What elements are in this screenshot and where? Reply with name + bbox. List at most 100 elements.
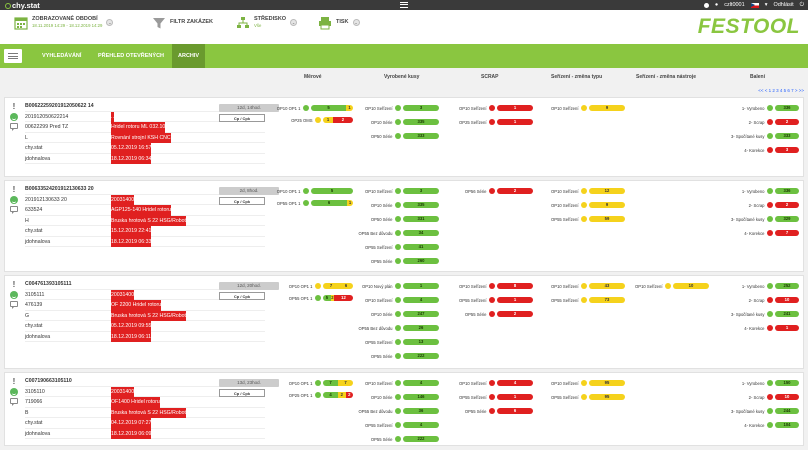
- comment-icon[interactable]: [10, 301, 18, 309]
- made-item[interactable]: OP10 Seřízení 3: [365, 103, 439, 113]
- period-selector[interactable]: ZOBRAZOVANÉ OBDOBÍ 18.11.2019 14:29 - 18.…: [14, 16, 114, 30]
- packing-item[interactable]: 3- Spočítané kusy 244: [731, 406, 799, 416]
- made-item[interactable]: OP10 Série 335: [371, 200, 439, 210]
- comment-icon[interactable]: [10, 123, 18, 131]
- cp-cpk-button[interactable]: Cp / Cpk: [219, 389, 265, 397]
- comment-icon[interactable]: [10, 398, 18, 406]
- order-code[interactable]: C007190663105110: [25, 378, 72, 384]
- type-change-item[interactable]: OP10 Seřízení 95: [551, 378, 625, 388]
- tab-search[interactable]: VYHLEDÁVÁNÍ: [42, 53, 82, 59]
- print-menu[interactable]: TISK ⌄: [318, 16, 360, 30]
- type-change-item[interactable]: OP10 Seřízení 43: [551, 281, 625, 291]
- value-segment: 34: [403, 229, 439, 237]
- packing-item[interactable]: 1- Vyrobeno 336: [742, 103, 799, 113]
- czech-flag-icon[interactable]: [750, 2, 759, 8]
- order-code[interactable]: C004761393105111: [25, 281, 72, 287]
- tool-change-item[interactable]: OP10 Seřízení 10: [635, 281, 709, 291]
- packing-item[interactable]: 2- Scrap 10: [749, 295, 799, 305]
- tab-open-overview[interactable]: PŘEHLED OTEVŘENÝCH: [98, 53, 165, 59]
- center-dropdown-icon[interactable]: ⌄: [290, 19, 298, 26]
- made-item[interactable]: OP55 Bez důvodu 26: [359, 323, 439, 333]
- packing-item[interactable]: 1- Vyrobeno 336: [742, 186, 799, 196]
- scrap-item[interactable]: OP55 Seřízení 1: [459, 295, 533, 305]
- packing-item[interactable]: 4- Korekce 104: [744, 420, 799, 430]
- hamburger-icon[interactable]: [4, 49, 22, 63]
- packing-item[interactable]: 4- Korekce 7: [744, 228, 799, 238]
- tab-archive[interactable]: ARCHIV: [172, 44, 206, 68]
- period-dropdown-icon[interactable]: ⌄: [106, 19, 114, 26]
- packing-item[interactable]: 3- Spočítané kusy 241: [731, 309, 799, 319]
- app-logo[interactable]: chy.stat: [5, 1, 40, 10]
- chevron-down-icon[interactable]: ▾: [764, 2, 768, 8]
- power-icon[interactable]: ⏻: [799, 1, 804, 8]
- made-item[interactable]: OP10 Seřízení 3: [365, 186, 439, 196]
- info-left: jdohnalova: [25, 155, 51, 162]
- pagination[interactable]: << < 1 2 3 4 5 6 7 > >>: [758, 88, 804, 93]
- measure-item[interactable]: OP25 OMS 1 2: [291, 115, 353, 125]
- type-change-item[interactable]: OP10 Seřízení 12: [551, 186, 625, 196]
- center-selector[interactable]: STŘEDISKO Vše ⌄: [236, 16, 298, 30]
- type-change-item[interactable]: OP55 Seřízení 73: [551, 295, 625, 305]
- scrap-item[interactable]: OP55 Série 2: [465, 309, 533, 319]
- scrap-item[interactable]: OP55 Série 6: [465, 406, 533, 416]
- made-item[interactable]: OP55 Série 260: [371, 256, 439, 266]
- type-change-item[interactable]: OP55 Seřízení 59: [551, 214, 625, 224]
- status-dot: [394, 421, 401, 429]
- main-menu-icon[interactable]: [400, 1, 408, 8]
- print-dropdown-icon[interactable]: ⌄: [352, 19, 360, 26]
- measure-item[interactable]: OP55 OP1 1 5 2 12: [289, 293, 353, 303]
- scrap-item[interactable]: OP55 Seřízení 1: [459, 392, 533, 402]
- packing-item[interactable]: 2- Scrap 2: [749, 200, 799, 210]
- made-item[interactable]: OP50 Série 333: [371, 131, 439, 141]
- made-item[interactable]: OP10 Nový plán 1: [362, 281, 439, 291]
- made-item[interactable]: OP10 Série 146: [371, 392, 439, 402]
- packing-item[interactable]: 2- Scrap 10: [749, 392, 799, 402]
- packing-item[interactable]: 4- Korekce 1: [744, 323, 799, 333]
- made-item[interactable]: OP10 Série 247: [371, 309, 439, 319]
- order-code[interactable]: B00633524201912130633 20: [25, 186, 94, 192]
- made-item[interactable]: OP10 Seřízení 4: [365, 295, 439, 305]
- packing-item[interactable]: 2- Scrap 2: [749, 117, 799, 127]
- made-item[interactable]: OP10 Série 335: [371, 117, 439, 127]
- order-filter[interactable]: FILTR ZAKÁZEK: [152, 16, 213, 30]
- status-dot: [314, 379, 321, 387]
- order-code[interactable]: B00622259201912050622 14: [25, 103, 94, 109]
- packing-item[interactable]: 3- Spočítané kusy 329: [731, 214, 799, 224]
- user-icon[interactable]: ●: [714, 2, 719, 8]
- made-item[interactable]: OP55 Bez důvodu 36: [359, 406, 439, 416]
- made-item[interactable]: OP55 Série 222: [371, 434, 439, 444]
- scrap-item[interactable]: OP10 Seřízení 4: [459, 378, 533, 388]
- scrap-item[interactable]: OP56 Série 2: [465, 186, 533, 196]
- made-item[interactable]: OP55 Seřízení 4: [365, 420, 439, 430]
- made-item[interactable]: OP10 Seřízení 4: [365, 378, 439, 388]
- username[interactable]: czlt0001: [724, 2, 745, 8]
- scrap-item[interactable]: OP10 Seřízení 1: [459, 103, 533, 113]
- made-item[interactable]: OP55 Seřízení 13: [365, 337, 439, 347]
- measure-item[interactable]: OP10 OP1 1 5: [277, 186, 353, 196]
- made-item[interactable]: OP55 Série 222: [371, 351, 439, 361]
- logout-link[interactable]: Odhlásit: [773, 2, 794, 8]
- cp-cpk-button[interactable]: Cp / Cpk: [219, 292, 265, 300]
- type-change-item[interactable]: OP10 Seřízení 9: [551, 200, 625, 210]
- made-item[interactable]: OP55 Seřízení 41: [365, 242, 439, 252]
- made-item[interactable]: OP55 Bez důvodu 34: [359, 228, 439, 238]
- value-segment: 59: [589, 215, 625, 223]
- comment-icon[interactable]: [10, 206, 18, 214]
- cp-cpk-button[interactable]: Cp / Cpk: [219, 197, 265, 205]
- type-change-item[interactable]: OP55 Seřízení 95: [551, 392, 625, 402]
- scrap-item[interactable]: OP10 Seřízení 8: [459, 281, 533, 291]
- packing-item[interactable]: 1- Vyrobeno 150: [742, 378, 799, 388]
- type-change-item[interactable]: OP10 Seřízení 9: [551, 103, 625, 113]
- made-item[interactable]: OP50 Série 331: [371, 214, 439, 224]
- packing-item[interactable]: 4- Korekce 3: [744, 145, 799, 155]
- packing-item[interactable]: 3- Spočítané kusy 333: [731, 131, 799, 141]
- scrap-item[interactable]: OP25 Seřízení 1: [459, 117, 533, 127]
- packing-item[interactable]: 1- Vyrobeno 252: [742, 281, 799, 291]
- col-made: Vyrobené kusy: [384, 74, 420, 80]
- cp-cpk-button[interactable]: Cp / Cpk: [219, 114, 265, 122]
